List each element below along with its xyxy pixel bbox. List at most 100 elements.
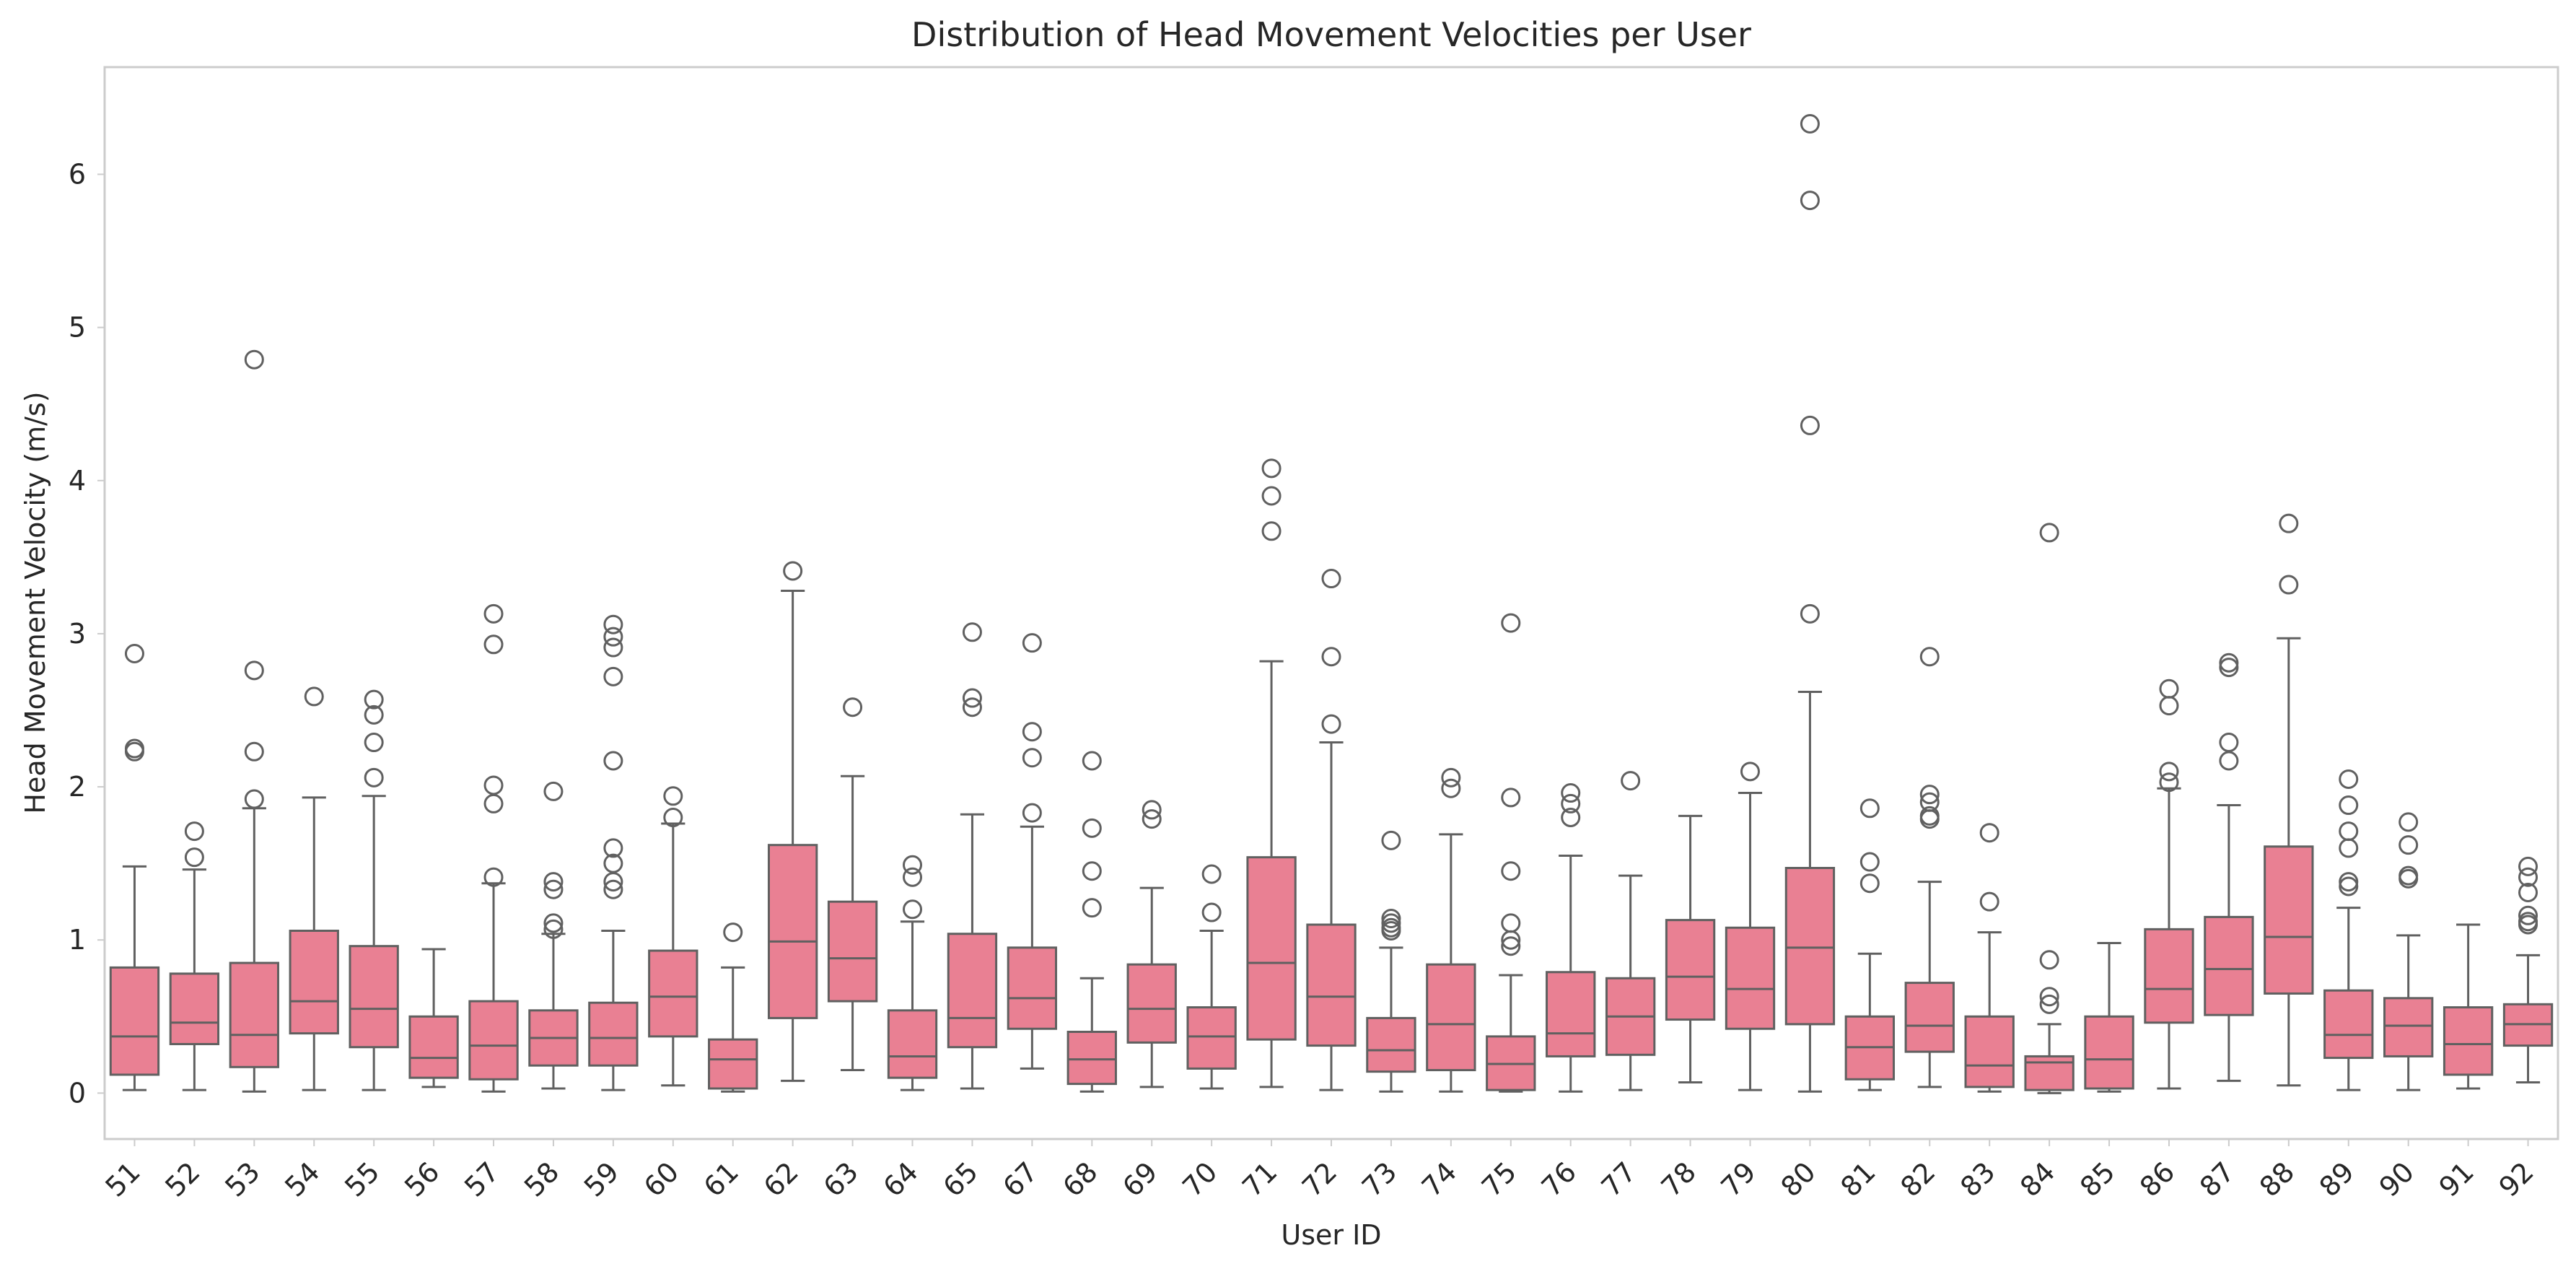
box-group-59 xyxy=(588,614,639,1091)
box xyxy=(708,1038,758,1090)
box xyxy=(1426,963,1476,1072)
box-group-61 xyxy=(708,922,758,1093)
outlier-point xyxy=(364,689,384,710)
outlier-point xyxy=(1381,913,1401,933)
outlier-point xyxy=(962,688,982,708)
box-group-71 xyxy=(1246,458,1297,1088)
box-group-89 xyxy=(2323,769,2374,1091)
box-group-92 xyxy=(2502,856,2554,1084)
box-group-54 xyxy=(289,686,339,1091)
outlier-point xyxy=(603,666,623,686)
outlier-point xyxy=(2159,696,2179,716)
box-group-88 xyxy=(2264,513,2314,1087)
outlier-point xyxy=(1201,864,1222,884)
outlier-point xyxy=(783,561,803,581)
outlier-point xyxy=(1321,647,1341,667)
box xyxy=(169,972,220,1045)
outlier-point xyxy=(1022,633,1042,653)
outlier-point xyxy=(1979,891,1999,912)
outlier-point xyxy=(1501,936,1521,956)
outlier-point xyxy=(543,913,564,933)
outlier-point xyxy=(1621,771,1641,791)
box-group-79 xyxy=(1725,762,1776,1091)
outlier-point xyxy=(2339,876,2359,896)
outlier-point xyxy=(483,634,504,655)
box-group-76 xyxy=(1546,783,1596,1093)
outlier-point xyxy=(1561,783,1581,803)
outlier-point xyxy=(1501,787,1521,808)
box-group-51 xyxy=(109,644,160,1091)
outlier-point xyxy=(1800,113,1820,134)
box xyxy=(1126,963,1177,1044)
box-group-58 xyxy=(528,781,579,1090)
outlier-point xyxy=(1381,830,1401,850)
box xyxy=(2084,1015,2134,1090)
box-group-68 xyxy=(1066,751,1117,1093)
outlier-point xyxy=(184,847,204,868)
outlier-point xyxy=(1381,909,1401,929)
outlier-point xyxy=(1501,613,1521,633)
outlier-point xyxy=(1740,762,1760,782)
outlier-point xyxy=(903,867,923,887)
outlier-point xyxy=(2518,856,2538,876)
outlier-point xyxy=(244,789,264,809)
outlier-point xyxy=(1561,793,1581,813)
outlier-point xyxy=(2398,868,2419,889)
chart-title: Distribution of Head Movement Velocities… xyxy=(911,15,1751,54)
outlier-point xyxy=(483,867,504,887)
box xyxy=(1665,919,1716,1021)
outlier-point xyxy=(1082,818,1102,838)
box-group-70 xyxy=(1186,864,1237,1090)
outlier-point xyxy=(603,751,623,771)
outlier-point xyxy=(1022,722,1042,742)
outlier-point xyxy=(543,919,564,939)
y-tick-label: 0 xyxy=(69,1077,86,1109)
box-group-78 xyxy=(1665,814,1716,1084)
box-group-55 xyxy=(349,689,399,1091)
outlier-point xyxy=(2159,762,2179,782)
box xyxy=(1066,1031,1117,1086)
box xyxy=(1964,1015,2015,1088)
box xyxy=(827,900,878,1003)
box-group-91 xyxy=(2443,923,2494,1090)
outlier-point xyxy=(483,603,504,624)
outlier-point xyxy=(903,855,923,875)
outlier-point xyxy=(2518,905,2538,925)
box xyxy=(947,933,998,1049)
outlier-point xyxy=(962,697,982,717)
box-group-73 xyxy=(1366,830,1416,1093)
box-group-69 xyxy=(1126,800,1177,1088)
outlier-point xyxy=(124,741,144,762)
box-group-90 xyxy=(2383,812,2434,1091)
outlier-point xyxy=(244,349,264,370)
y-tick-label: 1 xyxy=(69,924,86,956)
outlier-point xyxy=(603,614,623,634)
outlier-point xyxy=(1919,785,1940,805)
outlier-point xyxy=(2339,872,2359,892)
box-group-75 xyxy=(1486,613,1536,1093)
box-group-72 xyxy=(1306,569,1357,1091)
outlier-point xyxy=(1859,852,1880,872)
box xyxy=(1725,926,1776,1030)
box xyxy=(289,929,339,1035)
outlier-point xyxy=(1979,823,1999,843)
box xyxy=(109,966,160,1076)
outlier-point xyxy=(1800,603,1820,624)
outlier-point xyxy=(2518,882,2538,902)
box-group-56 xyxy=(408,948,459,1088)
outlier-point xyxy=(1261,521,1282,541)
outlier-point xyxy=(962,622,982,642)
box xyxy=(2323,989,2374,1060)
y-tick-label: 5 xyxy=(69,312,86,344)
box-group-83 xyxy=(1964,823,2015,1093)
box xyxy=(468,1000,519,1081)
outlier-point xyxy=(2039,950,2059,970)
y-tick-label: 6 xyxy=(69,159,86,191)
outlier-point xyxy=(1082,898,1102,918)
box-group-62 xyxy=(767,561,818,1082)
outlier-point xyxy=(2159,772,2179,793)
outlier-point xyxy=(244,660,264,681)
outlier-point xyxy=(304,686,324,707)
